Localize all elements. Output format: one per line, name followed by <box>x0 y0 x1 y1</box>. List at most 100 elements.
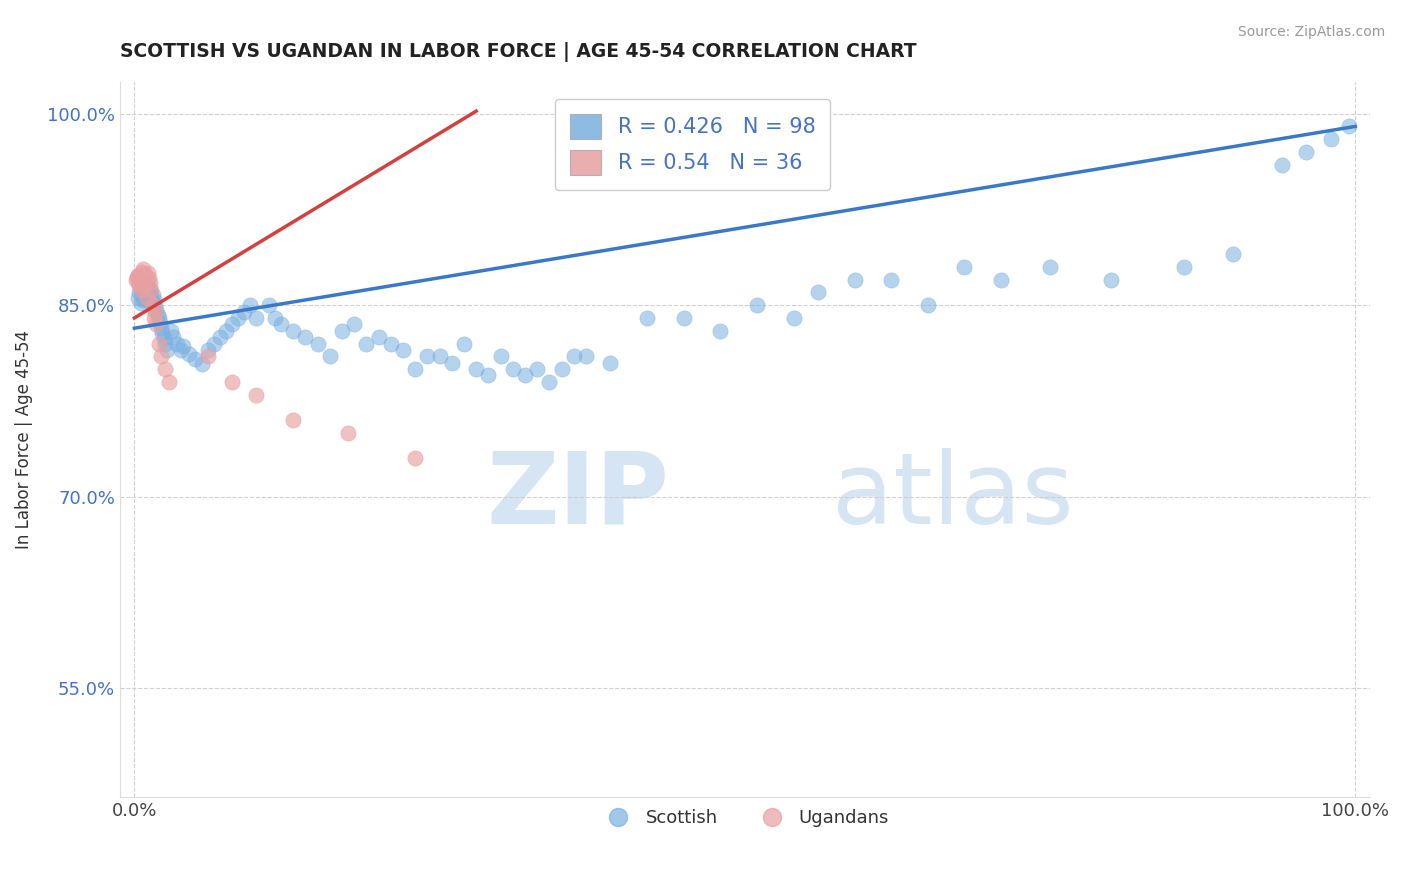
Point <box>129 275 152 289</box>
Point <box>1039 260 1062 274</box>
Point <box>150 321 173 335</box>
Point <box>141 291 163 305</box>
Point <box>257 298 280 312</box>
Point <box>148 310 170 325</box>
Point <box>132 270 155 285</box>
Point <box>307 336 329 351</box>
Point <box>221 375 243 389</box>
Point <box>526 362 548 376</box>
Point <box>599 356 621 370</box>
Point <box>263 310 285 325</box>
Point <box>1295 145 1317 159</box>
Point <box>146 309 169 323</box>
Point <box>148 336 170 351</box>
Point <box>139 277 162 291</box>
Point <box>160 324 183 338</box>
Point <box>142 310 165 325</box>
Point <box>152 326 174 341</box>
Point <box>1319 132 1341 146</box>
Point <box>429 349 451 363</box>
Point <box>157 375 180 389</box>
Point <box>233 304 256 318</box>
Point <box>1173 260 1195 274</box>
Point <box>672 310 695 325</box>
Point <box>636 310 658 325</box>
Point <box>197 343 219 357</box>
Point <box>807 285 830 300</box>
Point <box>142 298 165 312</box>
Point <box>124 273 146 287</box>
Point <box>1099 273 1122 287</box>
Point <box>221 318 243 332</box>
Point <box>128 285 150 300</box>
Y-axis label: In Labor Force | Age 45-54: In Labor Force | Age 45-54 <box>15 330 32 549</box>
Point <box>453 336 475 351</box>
Point <box>330 324 353 338</box>
Point <box>129 283 152 297</box>
Point <box>132 285 155 300</box>
Point <box>128 270 150 285</box>
Point <box>138 288 160 302</box>
Point <box>132 262 155 277</box>
Point <box>367 330 389 344</box>
Point <box>142 293 165 307</box>
Point <box>281 324 304 338</box>
Point <box>550 362 572 376</box>
Point <box>745 298 768 312</box>
Point <box>502 362 524 376</box>
Point <box>135 285 157 300</box>
Point <box>477 368 499 383</box>
Point <box>131 288 153 302</box>
Text: atlas: atlas <box>832 448 1074 545</box>
Text: Source: ZipAtlas.com: Source: ZipAtlas.com <box>1237 25 1385 39</box>
Point <box>134 291 156 305</box>
Point <box>709 324 731 338</box>
Point <box>135 293 157 307</box>
Point <box>135 291 157 305</box>
Point <box>953 260 976 274</box>
Point <box>138 280 160 294</box>
Point <box>127 268 149 282</box>
Point <box>226 310 249 325</box>
Point <box>404 451 426 466</box>
Legend: Scottish, Ugandans: Scottish, Ugandans <box>593 802 897 834</box>
Point <box>134 283 156 297</box>
Point <box>128 277 150 292</box>
Point <box>125 270 148 285</box>
Point <box>153 362 176 376</box>
Point <box>575 349 598 363</box>
Point <box>319 349 342 363</box>
Point <box>138 271 160 285</box>
Point <box>143 304 166 318</box>
Point <box>143 298 166 312</box>
Point <box>134 288 156 302</box>
Point <box>166 336 188 351</box>
Point <box>145 318 167 332</box>
Point <box>917 298 939 312</box>
Point <box>239 298 262 312</box>
Point <box>562 349 585 363</box>
Point <box>197 349 219 363</box>
Point <box>152 331 174 345</box>
Point <box>136 283 159 297</box>
Point <box>245 387 267 401</box>
Point <box>465 362 488 376</box>
Point <box>782 310 804 325</box>
Point <box>538 375 561 389</box>
Point <box>129 268 152 282</box>
Point <box>142 295 165 310</box>
Point <box>294 330 316 344</box>
Point <box>356 336 378 351</box>
Point <box>142 288 165 302</box>
Point <box>343 318 366 332</box>
Point <box>162 330 184 344</box>
Point <box>489 349 512 363</box>
Point <box>179 347 201 361</box>
Point <box>129 283 152 297</box>
Point <box>245 310 267 325</box>
Point <box>135 275 157 289</box>
Point <box>844 273 866 287</box>
Point <box>513 368 536 383</box>
Point <box>127 291 149 305</box>
Point <box>134 277 156 292</box>
